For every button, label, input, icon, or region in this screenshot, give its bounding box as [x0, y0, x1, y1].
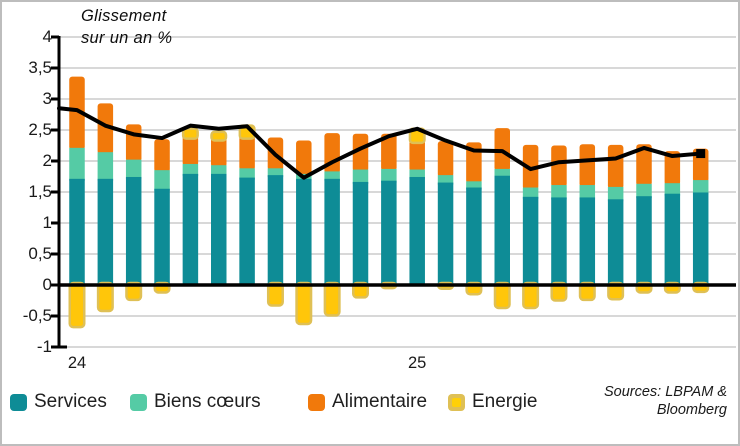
bar-segment-alimentaire [636, 144, 652, 186]
bar-segment-services [522, 196, 539, 285]
bar-segment-services [267, 175, 284, 285]
line-end-marker [696, 149, 706, 159]
chart-title: Glissement sur un an % [81, 5, 172, 49]
bar-segment-alimentaire [409, 139, 425, 172]
bar-segment-alimentaire [466, 142, 482, 184]
bar-segment-biens-coeurs [579, 185, 596, 200]
bar-segment-services [607, 199, 624, 285]
bar-segment-alimentaire [381, 133, 397, 171]
bar-segment-energie [68, 281, 86, 329]
bar-segment-alimentaire [97, 103, 114, 155]
bar-segment-biens-coeurs [182, 163, 199, 176]
bar-segment-biens-coeurs [381, 168, 397, 183]
bar-segment-alimentaire [125, 124, 142, 162]
chart-title-line1: Glissement [81, 7, 167, 25]
bar-segment-services [409, 176, 425, 285]
bar-segment-alimentaire [664, 151, 681, 186]
bar-segment-biens-coeurs [437, 175, 454, 185]
bar-segment-services [636, 196, 652, 285]
bar-segment-services [437, 182, 454, 285]
bar-segment-services [579, 197, 596, 285]
bar-segment-services [494, 175, 510, 285]
bar-segment-alimentaire [239, 135, 255, 171]
bar-segment-services [324, 178, 340, 285]
bar-segment-biens-coeurs [494, 168, 510, 178]
bar-segment-energie [323, 281, 341, 317]
bar-segment-services [239, 177, 255, 285]
bar-segment-services [211, 173, 227, 285]
bar-segment-biens-coeurs [267, 168, 284, 178]
bar-segment-biens-coeurs [154, 170, 170, 191]
bar-segment-biens-coeurs [607, 186, 624, 202]
bar-segment-energie [550, 281, 568, 302]
bar-segment-biens-coeurs [636, 183, 652, 199]
bar-segment-biens-coeurs [352, 169, 369, 184]
bar-segment-biens-coeurs [97, 152, 114, 181]
bar-segment-services [692, 192, 709, 285]
bar-segment-alimentaire [352, 133, 369, 172]
bar-segment-alimentaire [607, 144, 624, 189]
sources-note: Sources: LBPAM & Bloomberg [604, 383, 727, 419]
bar-segment-biens-coeurs [69, 147, 85, 181]
bar-segment-biens-coeurs [211, 165, 227, 176]
bar-segment-services [466, 187, 482, 285]
bar-segment-services [125, 176, 142, 285]
bar-segment-biens-coeurs [522, 187, 539, 199]
bar-segment-energie [493, 281, 511, 310]
bar-segment-biens-coeurs [409, 169, 425, 179]
bar-segment-alimentaire [579, 144, 596, 188]
sources-line2: Bloomberg [656, 402, 727, 418]
bar-segment-alimentaire [154, 139, 170, 173]
bar-segment-alimentaire [182, 135, 199, 166]
bar-segment-services [664, 193, 681, 285]
bar-segment-alimentaire [69, 76, 85, 150]
bar-segment-energie [96, 281, 114, 313]
bar-segment-biens-coeurs [239, 168, 255, 180]
bar-segment-energie [578, 281, 596, 302]
bar-segment-services [69, 178, 85, 285]
bar-segment-energie [607, 281, 625, 301]
bar-segment-services [381, 180, 397, 285]
chart-title-line2: sur un an % [81, 29, 173, 47]
bar-segment-services [154, 188, 170, 285]
bar-segment-biens-coeurs [125, 159, 142, 179]
sources-line1: Sources: LBPAM & [603, 384, 727, 400]
bar-segment-alimentaire [296, 140, 312, 176]
bar-segment-biens-coeurs [692, 180, 709, 195]
bar-segment-energie [210, 130, 228, 142]
bar-segment-services [551, 197, 567, 285]
bar-segment-services [182, 173, 199, 285]
bar-segment-services [97, 178, 114, 285]
bar-segment-biens-coeurs [664, 183, 681, 196]
bar-segment-biens-coeurs [466, 181, 482, 190]
bar-segment-services [296, 178, 312, 285]
bar-segment-alimentaire [211, 137, 227, 168]
bar-segment-energie [125, 281, 143, 302]
bar-segment-energie [181, 127, 199, 140]
bar-segment-biens-coeurs [324, 171, 340, 181]
bar-segment-energie [266, 281, 284, 307]
bar-segment-energie [522, 281, 540, 310]
total-line [57, 106, 703, 180]
bar-segment-services [352, 181, 369, 285]
bar-segment-biens-coeurs [551, 185, 567, 200]
bar-segment-alimentaire [437, 141, 454, 178]
bar-segment-alimentaire [551, 145, 567, 188]
bar-segment-energie [295, 281, 313, 326]
